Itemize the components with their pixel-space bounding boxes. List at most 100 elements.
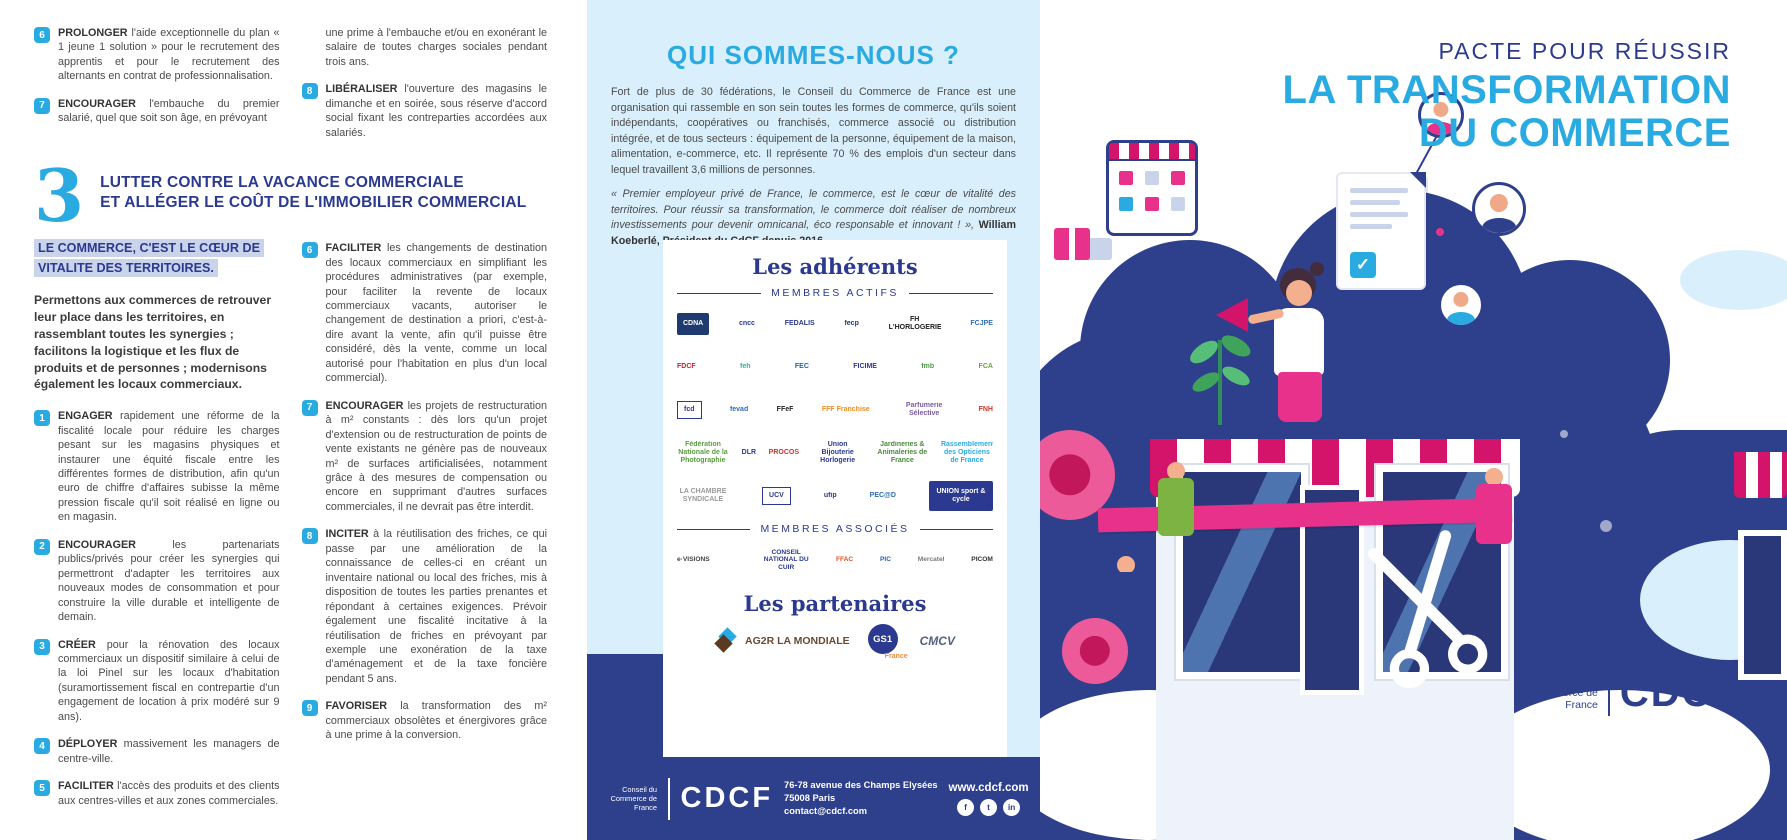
section-title-line1: LUTTER CONTRE LA VACANCE COMMERCIALE — [100, 174, 464, 192]
user-avatar — [1438, 282, 1484, 328]
shop-item — [1171, 197, 1185, 211]
side-shop-window — [1738, 530, 1787, 680]
member-logo: UCV — [762, 486, 791, 506]
pact-item: 1 ENGAGER rapidement une réforme de la f… — [34, 409, 280, 525]
item-keyword: CRÉER — [58, 638, 96, 651]
member-logo: FDCF — [677, 362, 696, 370]
member-logo: LA CHAMBRE SYNDICALE — [679, 487, 727, 503]
shop-item — [1145, 171, 1159, 185]
flower-center — [1079, 635, 1111, 667]
pact-item: 8 INCITER à la réutilisation des friches… — [301, 527, 547, 686]
item-keyword: PROLONGER — [58, 27, 128, 39]
pact-item: 4 DÉPLOYER massivement les managers de c… — [34, 737, 280, 766]
footer-logo-divider — [668, 777, 670, 820]
cover-kicker: PACTE POUR RÉUSSIR — [1438, 38, 1731, 64]
item-number-badge: 9 — [301, 700, 318, 717]
member-logo: fmb — [921, 362, 935, 370]
member-logo: Fédération Nationale de la Photographie — [678, 440, 728, 465]
shop-item — [1119, 197, 1133, 211]
left-panel: 6 PROLONGER l'aide exceptionnelle du pla… — [0, 0, 587, 840]
figure-head — [1117, 556, 1135, 574]
avatar-body — [1427, 122, 1455, 135]
item-text: les projets de restructuration à m² cons… — [325, 399, 548, 513]
item-text: les partenariats publics/privés pour cré… — [58, 538, 280, 624]
left-bottom-col-1: LE COMMERCE, C'EST LE CŒUR DE VITALITE D… — [34, 239, 280, 821]
address-line-1: 76-78 avenue des Champs Elysées — [784, 779, 938, 790]
section-number: 3 — [34, 153, 85, 239]
membres-associes-label: MEMBRES ASSOCIÉS — [677, 523, 993, 535]
member-logo: DLR — [741, 448, 757, 456]
person-figure — [1110, 556, 1142, 622]
item-text: rapidement une réforme de la fiscalité l… — [58, 410, 280, 524]
pact-item: 9 FAVORISER la transformation des m² com… — [301, 699, 548, 742]
divider-line — [908, 292, 994, 294]
item-text: les changements de destination des locau… — [325, 242, 548, 385]
actifs-logo-row-3: fcd fevad FFeF FFF Franchise Parfumerie Séle… — [677, 389, 993, 431]
quote-text: « Premier employeur privé de France, le … — [611, 188, 1016, 232]
item-text: massivement les managers de centre-ville… — [58, 738, 280, 765]
member-logo: Union Bijouterie Horlogerie — [820, 440, 856, 465]
avatar-head — [1433, 102, 1449, 118]
pact-item: 2 ENCOURAGER les partenariats publics/pr… — [34, 538, 280, 625]
cdcf-cover-logo: Conseil du Commerce de France CDCF — [1532, 670, 1739, 716]
flower — [1062, 618, 1128, 684]
membres-associes-text: MEMBRES ASSOCIÉS — [760, 523, 910, 535]
figure-head — [1485, 468, 1503, 486]
pact-item: 5 FACILITER l'accès des produits et des … — [34, 779, 280, 808]
middle-footer: Conseil du Commerce de France CDCF 76-78… — [587, 757, 1040, 840]
footer-right: www.cdcf.com f t in — [949, 782, 1029, 816]
announcer-hair-bun — [1310, 262, 1324, 276]
actifs-logo-row-5: LA CHAMBRE SYNDICALE UCV ufip PEC@D UNION sp… — [677, 475, 993, 517]
divider-line — [677, 528, 751, 530]
member-logo: FH L'HORLOGERIE — [888, 315, 941, 331]
qui-sommes-nous-heading: QUI SOMMES-NOUS ? — [667, 40, 960, 70]
side-shop-awning — [1734, 452, 1787, 498]
flower — [1040, 430, 1115, 520]
membres-actifs-text: MEMBRES ACTIFS — [771, 287, 899, 299]
deco-dot — [1560, 430, 1568, 438]
member-logo: CDNA — [677, 312, 710, 336]
member-logo: e·VISIONS — [677, 556, 710, 564]
scissors-icon — [1367, 530, 1488, 689]
partner-ag2r: AG2R LA MONDIALE — [714, 627, 850, 653]
pact-item: 8 LIBÉRALISER l'ouverture des magasins l… — [301, 82, 547, 140]
user-avatar — [1418, 92, 1464, 138]
member-logo: fcd — [677, 400, 702, 420]
gs1-circle-icon: GS1 — [867, 624, 898, 654]
cover-title-line2: DU COMMERCE — [1418, 111, 1731, 156]
member-logo: FCJPE — [970, 319, 993, 327]
member-logo: FICIME — [853, 362, 877, 370]
figure-body — [1476, 484, 1512, 544]
pact-item: 7 ENCOURAGER les projets de restructurat… — [301, 399, 548, 515]
actifs-logo-row-1: CDNA cncc FEDALIS fecp FH L'HORLOGERIE FCJPE — [677, 303, 993, 345]
item-text: l'accès des produits et des clients aux … — [58, 780, 280, 807]
item-number-badge: 8 — [301, 528, 318, 545]
right-panel: PACTE POUR RÉUSSIR LA TRANSFORMATION DU … — [1040, 0, 1787, 840]
cover-title-line1: LA TRANSFORMATION — [1282, 68, 1731, 112]
announcer-skirt — [1278, 372, 1322, 422]
member-logo: ufip — [823, 491, 837, 499]
item-text: la transformation des m² commerciaux obs… — [325, 700, 548, 742]
item-text: pour la rénovation des locaux commerciau… — [58, 638, 280, 723]
partner-cmcv: CMCV — [919, 634, 955, 648]
divider-line — [919, 528, 993, 530]
member-logo: fevad — [729, 405, 749, 413]
figure-body — [1158, 478, 1194, 536]
member-logo: FFAC — [835, 556, 854, 564]
section-3-heading: 3 LUTTER CONTRE LA VACANCE COMMERCIALE E… — [34, 153, 547, 239]
partners-row: AG2R LA MONDIALE GS1 France CMCV — [677, 624, 993, 660]
folded-corner — [1410, 172, 1426, 188]
checked-document: ✓ — [1336, 172, 1426, 290]
announcer-body — [1274, 308, 1324, 376]
pact-list-a: 1 ENGAGER rapidement une réforme de la f… — [34, 409, 280, 808]
shop-item — [1145, 197, 1159, 211]
deco-dot — [1600, 520, 1612, 532]
member-logo: CONSEIL NATIONAL DU CUIR — [763, 548, 809, 571]
pact-list-top: 6 PROLONGER l'aide exceptionnelle du pla… — [34, 26, 280, 126]
member-logo: PEC@D — [869, 491, 896, 499]
avatar-head — [1489, 193, 1509, 212]
item-number-badge: 1 — [34, 410, 50, 427]
intro-paragraph: Permettons aux commerces de retrouver le… — [34, 293, 272, 392]
item-number-badge: 6 — [301, 242, 318, 259]
